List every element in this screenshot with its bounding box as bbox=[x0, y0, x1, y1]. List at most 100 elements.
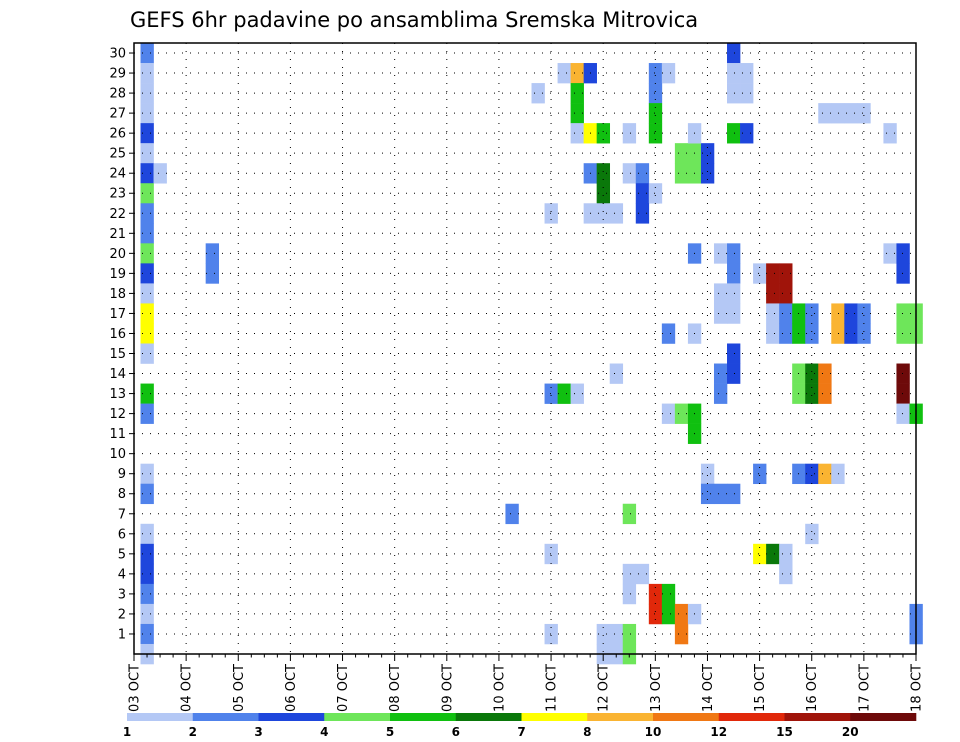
xtick-label-10: 13 OCT bbox=[649, 664, 664, 712]
cell-98 bbox=[727, 483, 741, 505]
cell-14 bbox=[140, 303, 154, 324]
cell-118 bbox=[766, 263, 780, 284]
cell-166 bbox=[896, 403, 910, 424]
ytick-label-16: 16 bbox=[109, 327, 126, 342]
ytick-label-23: 23 bbox=[109, 187, 126, 202]
cell-105 bbox=[727, 283, 741, 304]
colorbar-swatch-6 bbox=[455, 713, 522, 721]
cell-39 bbox=[570, 83, 584, 104]
colorbar-swatch-2 bbox=[192, 713, 259, 721]
ytick-label-22: 22 bbox=[109, 207, 126, 222]
ytick-label-29: 29 bbox=[109, 67, 126, 82]
ytick-label-11: 11 bbox=[109, 427, 126, 442]
xtick-label-8: 11 OCT bbox=[545, 664, 560, 712]
ytick-label-5: 5 bbox=[118, 547, 126, 562]
cell-31 bbox=[531, 83, 545, 104]
xtick-label-5: 08 OCT bbox=[388, 664, 403, 712]
cell-120 bbox=[766, 283, 780, 304]
colorbar-swatch-10 bbox=[718, 713, 785, 721]
colorbar-swatch-1 bbox=[127, 713, 194, 721]
cell-35 bbox=[544, 623, 558, 645]
cell-103 bbox=[727, 303, 741, 324]
cell-115 bbox=[727, 343, 741, 364]
cell-29 bbox=[205, 263, 220, 284]
ytick-label-1: 1 bbox=[118, 627, 126, 642]
cell-60 bbox=[622, 583, 637, 605]
xtick-label-14: 17 OCT bbox=[857, 664, 872, 712]
cell-95 bbox=[700, 463, 715, 485]
cell-119 bbox=[779, 263, 793, 284]
cell-18 bbox=[140, 403, 154, 424]
cell-145 bbox=[805, 523, 819, 545]
ytick-label-12: 12 bbox=[109, 407, 126, 422]
cell-20 bbox=[140, 483, 154, 505]
cell-111 bbox=[727, 83, 741, 104]
colorbar-label-8: 8 bbox=[583, 725, 591, 739]
cell-2 bbox=[140, 83, 154, 104]
colorbar-swatch-12 bbox=[850, 713, 917, 721]
ytick-label-9: 9 bbox=[118, 467, 126, 482]
ytick-label-18: 18 bbox=[109, 287, 126, 302]
cell-77 bbox=[661, 603, 676, 625]
cell-130 bbox=[779, 323, 793, 344]
cell-50 bbox=[557, 383, 571, 404]
ytick-label-2: 2 bbox=[118, 607, 126, 622]
ytick-label-15: 15 bbox=[109, 347, 126, 362]
cell-134 bbox=[805, 323, 819, 344]
ytick-label-7: 7 bbox=[118, 507, 126, 522]
colorbar-swatch-7 bbox=[521, 713, 588, 721]
ytick-label-4: 4 bbox=[118, 567, 126, 582]
axes: 1234567891011121314151617181920212223242… bbox=[109, 47, 924, 712]
ytick-label-13: 13 bbox=[109, 387, 126, 402]
cell-109 bbox=[727, 63, 741, 84]
ytick-label-17: 17 bbox=[109, 307, 126, 322]
cell-121 bbox=[779, 283, 793, 304]
ytick-label-8: 8 bbox=[118, 487, 126, 502]
cell-142 bbox=[805, 463, 819, 485]
cell-16 bbox=[140, 343, 154, 364]
cell-155 bbox=[857, 103, 871, 124]
cell-30 bbox=[505, 503, 519, 525]
cell-52 bbox=[609, 363, 624, 384]
cell-146 bbox=[831, 303, 845, 324]
cell-62 bbox=[622, 503, 637, 525]
cell-19 bbox=[140, 463, 154, 485]
cell-83 bbox=[674, 143, 689, 164]
cell-17 bbox=[140, 383, 154, 404]
cell-36 bbox=[557, 63, 571, 84]
cell-10 bbox=[140, 223, 154, 244]
cell-136 bbox=[805, 383, 819, 404]
cell-124 bbox=[766, 543, 780, 565]
cell-74 bbox=[648, 583, 663, 605]
cell-3 bbox=[140, 103, 154, 124]
xtick-label-2: 05 OCT bbox=[232, 664, 247, 712]
cell-34 bbox=[544, 543, 558, 565]
cell-113 bbox=[727, 123, 741, 144]
cell-75 bbox=[648, 603, 663, 625]
cell-28 bbox=[205, 243, 220, 264]
chart-title: GEFS 6hr padavine po ansamblima Sremska … bbox=[130, 8, 698, 32]
cell-116 bbox=[727, 363, 741, 384]
ytick-label-3: 3 bbox=[118, 587, 126, 602]
cell-85 bbox=[674, 163, 689, 184]
cell-71 bbox=[648, 83, 663, 104]
cell-41 bbox=[570, 123, 584, 144]
cell-53 bbox=[596, 623, 611, 645]
plot-area bbox=[134, 43, 916, 654]
cell-25 bbox=[140, 603, 154, 625]
colorbar-label-6: 6 bbox=[452, 725, 460, 739]
cell-73 bbox=[648, 123, 663, 144]
cell-162 bbox=[896, 323, 910, 344]
xtick-label-9: 12 OCT bbox=[597, 664, 612, 712]
xtick-label-15: 18 OCT bbox=[910, 664, 925, 712]
cell-40 bbox=[570, 103, 584, 124]
xtick-label-6: 09 OCT bbox=[440, 664, 455, 712]
cell-78 bbox=[661, 323, 676, 344]
cell-88 bbox=[700, 143, 715, 164]
xtick-label-11: 14 OCT bbox=[701, 664, 716, 712]
ytick-label-26: 26 bbox=[109, 127, 126, 142]
colorbar-label-10: 10 bbox=[645, 725, 662, 739]
xtick-label-13: 16 OCT bbox=[805, 664, 820, 712]
colorbar-swatch-11 bbox=[784, 713, 851, 721]
ytick-label-6: 6 bbox=[118, 527, 126, 542]
